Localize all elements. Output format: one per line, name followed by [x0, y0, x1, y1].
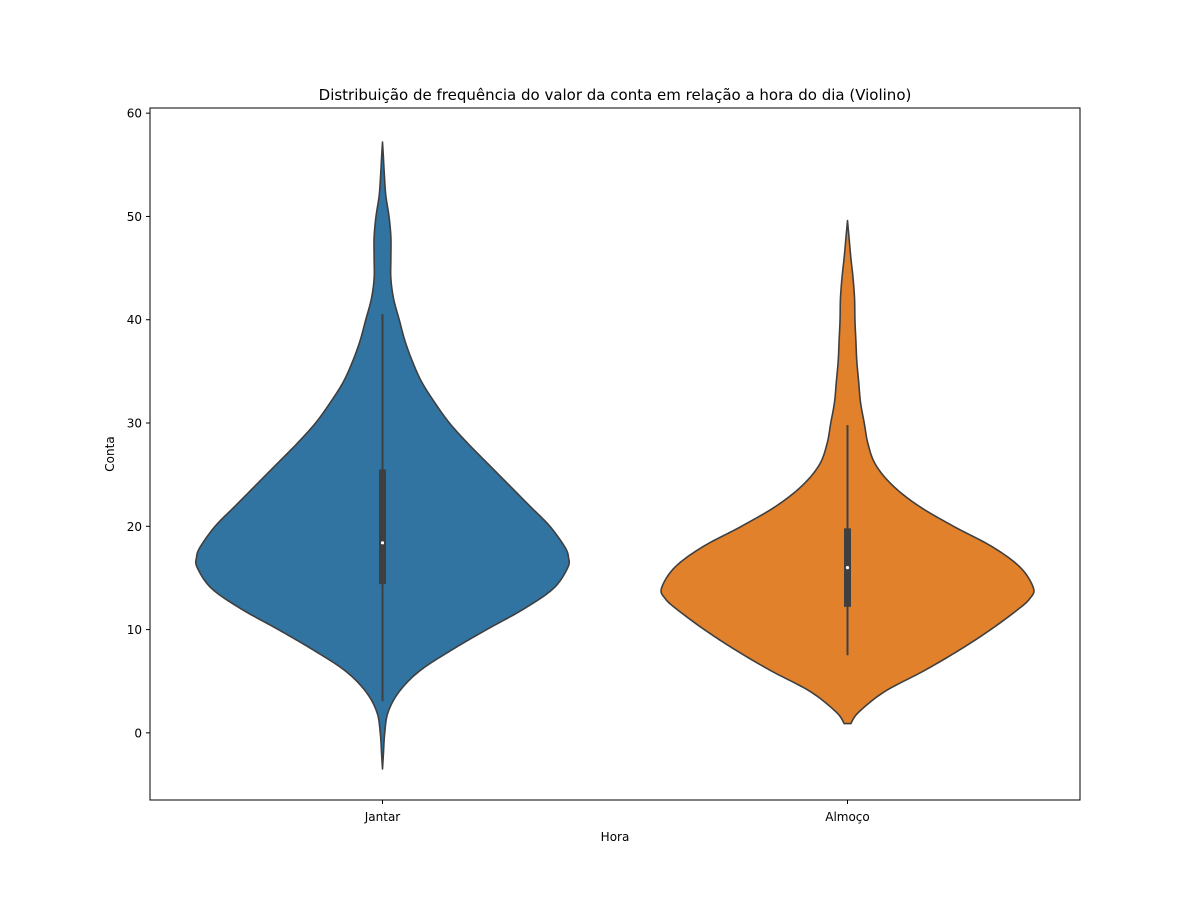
- x-tick-label: Jantar: [364, 810, 401, 824]
- y-axis: 0 10 20 30 40 50 60: [127, 107, 150, 740]
- chart-title: Distribuição de frequência do valor da c…: [319, 86, 912, 104]
- violin-median-marker: [845, 566, 850, 570]
- y-tick-label: 60: [127, 107, 142, 121]
- y-tick-label: 40: [127, 313, 142, 327]
- y-axis-label: Conta: [103, 436, 117, 471]
- violin-median-marker: [380, 541, 385, 545]
- y-tick-label: 30: [127, 417, 142, 431]
- x-axis-label: Hora: [601, 830, 630, 844]
- violin-1: [194, 141, 571, 770]
- plot-area: [194, 141, 1035, 770]
- y-tick-label: 10: [127, 623, 142, 637]
- y-tick-label: 0: [134, 726, 142, 740]
- axes-frame: [149, 107, 1081, 801]
- x-axis: Jantar Almoço: [364, 800, 870, 824]
- violin-iqr-box: [379, 469, 386, 585]
- violin-2: [660, 219, 1035, 725]
- y-tick-label: 20: [127, 520, 142, 534]
- x-tick-label: Almoço: [825, 810, 870, 824]
- y-tick-label: 50: [127, 210, 142, 224]
